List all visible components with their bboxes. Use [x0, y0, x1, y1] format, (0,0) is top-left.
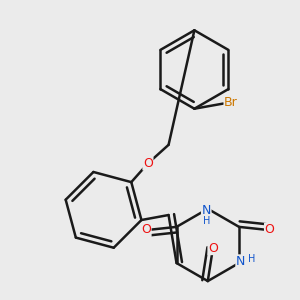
- Text: O: O: [143, 157, 153, 170]
- Text: O: O: [265, 224, 275, 236]
- Text: H: H: [248, 254, 256, 264]
- Text: H: H: [202, 216, 210, 226]
- Text: N: N: [236, 255, 245, 268]
- Text: Br: Br: [224, 95, 238, 109]
- Text: O: O: [141, 224, 151, 236]
- Text: N: N: [202, 204, 211, 217]
- Text: O: O: [208, 242, 218, 254]
